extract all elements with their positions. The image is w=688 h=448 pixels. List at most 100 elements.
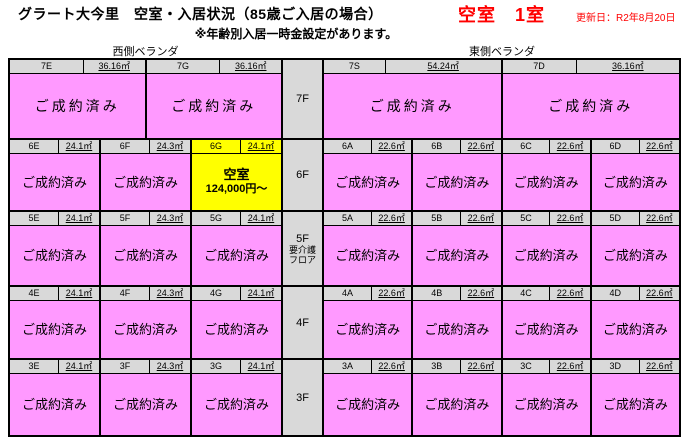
room-5B: 5B 22.6㎡ ご成約済み	[413, 212, 503, 285]
occupied-room-cell: ご成約済み	[192, 301, 281, 358]
occupied-room-cell: ご成約済み	[591, 374, 679, 435]
room-size: 22.6㎡	[461, 140, 501, 153]
room-header: 6G 24.1㎡	[192, 140, 281, 154]
occupied-room-cell: ご成約済み	[502, 74, 679, 138]
room-number: 4G	[192, 287, 241, 300]
vacant-price: 124,000円～	[205, 183, 268, 195]
east-section: 7S 54.24㎡ ご成約済み 7D 36.16㎡ ご成約済み	[324, 60, 679, 138]
updated-date: 更新日：R2年8月20日	[576, 13, 676, 24]
room-size: 24.1㎡	[240, 212, 281, 225]
occupied-label: ご成約済み	[171, 97, 257, 114]
room-size: 24.3㎡	[149, 140, 190, 153]
room-3D: 3D 22.6㎡ ご成約済み	[591, 360, 679, 435]
room-size: 24.1㎡	[240, 287, 281, 300]
room-size-value: 24.1㎡	[65, 213, 93, 223]
room-size-value: 22.6㎡	[646, 288, 673, 298]
room-number: 4D	[591, 287, 640, 300]
room-number: 6C	[502, 140, 551, 153]
room-header: 3D 22.6㎡	[591, 360, 679, 374]
room-header: 4E 24.1㎡	[10, 287, 99, 301]
occupied-label: ご成約済み	[513, 174, 579, 190]
occupied-room-cell: ご成約済み	[502, 154, 590, 210]
room-7E: 7E 36.16㎡ ご成約済み	[10, 60, 147, 138]
occupied-label: ご成約済み	[602, 174, 668, 190]
west-veranda-label: 西側ベランダ	[112, 46, 179, 58]
east-section: 3A 22.6㎡ ご成約済み 3B 22.6㎡ ご成約済み 3C 22.6㎡ ご成約済み 3D 22…	[324, 360, 679, 435]
occupied-label: ご成約済み	[203, 397, 269, 412]
room-number: 6D	[591, 140, 640, 153]
east-section: 5A 22.6㎡ ご成約済み 5B 22.6㎡ ご成約済み 5C 22.6㎡ ご成約済み 5D 22…	[324, 212, 679, 285]
occupied-room-cell: ご成約済み	[413, 301, 501, 358]
east-veranda-label: 東側ベランダ	[469, 46, 535, 58]
room-size-value: 22.6㎡	[556, 213, 584, 223]
occupied-room-cell: ご成約済み	[101, 226, 190, 285]
occupied-label: ご成約済み	[424, 248, 490, 263]
occupied-label: ご成約済み	[513, 248, 579, 263]
occupied-room-cell: ご成約済み	[101, 301, 190, 358]
floor-label-5F: 5F 要介護 フロア	[283, 212, 324, 285]
room-size: 24.1㎡	[58, 360, 99, 373]
occupied-label: ご成約済み	[112, 174, 178, 190]
room-size: 22.6㎡	[461, 360, 501, 373]
room-size: 36.16㎡	[576, 60, 679, 73]
occupied-room-cell: ご成約済み	[10, 74, 145, 138]
room-number: 7S	[324, 60, 386, 73]
west-section: 4E 24.1㎡ ご成約済み 4F 24.3㎡ ご成約済み 4G 24.1㎡ ご成約済み	[10, 287, 283, 358]
occupied-room-cell: ご成約済み	[10, 154, 99, 210]
room-size-value: 22.6㎡	[378, 361, 405, 371]
occupied-room-cell: ご成約済み	[413, 154, 501, 210]
floor-row-7F: 7E 36.16㎡ ご成約済み 7G 36.16㎡ ご成約済み 7F 7S 54.24㎡ ご成約済…	[10, 60, 679, 138]
room-size: 24.1㎡	[240, 140, 281, 153]
room-size-value: 54.24㎡	[427, 61, 459, 71]
room-header: 4D 22.6㎡	[591, 287, 679, 301]
room-header: 5B 22.6㎡	[413, 212, 501, 226]
occupied-label: ご成約済み	[513, 322, 579, 337]
room-header: 3C 22.6㎡	[502, 360, 590, 374]
room-size-value: 36.16㎡	[612, 61, 644, 71]
floor-row-5F: 5E 24.1㎡ ご成約済み 5F 24.3㎡ ご成約済み 5G 24.1㎡ ご成約済み 5F 要介…	[10, 210, 679, 285]
room-header: 3G 24.1㎡	[192, 360, 281, 374]
occupied-label: ご成約済み	[424, 174, 490, 190]
room-size: 22.6㎡	[639, 140, 679, 153]
room-size: 24.1㎡	[240, 360, 281, 373]
floor-label: 5F	[296, 232, 309, 245]
vacancy-count-badge: 空室 1室	[458, 5, 546, 25]
page-title: グラート大今里 空室・入居状況（85歳ご入居の場合）	[18, 6, 383, 22]
occupied-label: ご成約済み	[203, 322, 269, 337]
occupied-room-cell: ご成約済み	[413, 226, 501, 285]
occupied-label: ご成約済み	[112, 397, 178, 412]
room-size-value: 22.6㎡	[646, 361, 673, 371]
room-size-value: 36.16㎡	[98, 61, 130, 71]
room-number: 5E	[10, 212, 59, 225]
occupied-label: ご成約済み	[424, 397, 490, 412]
room-size: 22.6㎡	[550, 140, 590, 153]
room-size-value: 24.1㎡	[247, 141, 275, 151]
floor-label: 4F	[296, 316, 309, 329]
room-4E: 4E 24.1㎡ ご成約済み	[10, 287, 101, 358]
room-number: 3C	[502, 360, 551, 373]
room-size-value: 24.3㎡	[156, 141, 184, 151]
room-header: 6B 22.6㎡	[413, 140, 501, 154]
room-number: 3G	[192, 360, 241, 373]
room-header: 5G 24.1㎡	[192, 212, 281, 226]
occupied-room-cell: ご成約済み	[324, 226, 412, 285]
room-4B: 4B 22.6㎡ ご成約済み	[413, 287, 503, 358]
room-number: 4E	[10, 287, 59, 300]
room-6A: 6A 22.6㎡ ご成約済み	[324, 140, 414, 210]
room-size: 22.6㎡	[371, 212, 412, 225]
room-header: 3B 22.6㎡	[413, 360, 501, 374]
floor-sublabel: 要介護	[288, 244, 316, 255]
room-header: 5D 22.6㎡	[591, 212, 679, 226]
occupied-room-cell: ご成約済み	[324, 74, 501, 138]
occupied-label: ご成約済み	[513, 397, 579, 412]
room-6E: 6E 24.1㎡ ご成約済み	[10, 140, 101, 210]
room-size: 24.1㎡	[58, 287, 99, 300]
note-text: ※年齢別入居一時金設定があります。	[194, 27, 398, 41]
room-number: 6F	[101, 140, 150, 153]
room-size-value: 22.6㎡	[467, 213, 495, 223]
room-size-value: 24.1㎡	[65, 361, 93, 371]
